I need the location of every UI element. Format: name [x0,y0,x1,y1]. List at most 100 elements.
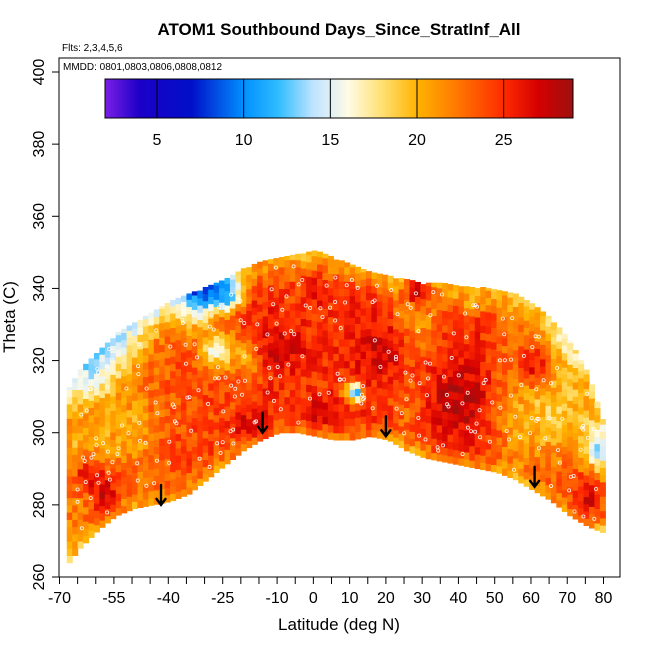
heatmap-cell [164,429,171,438]
colorbar-segment [441,79,444,118]
heatmap-cell [398,303,405,312]
observation-point [513,414,518,419]
heatmap-cell [289,266,296,275]
heatmap-cell [338,302,345,311]
observation-point [591,426,596,431]
heatmap-cell [545,441,552,450]
heatmap-cell [578,399,585,408]
heatmap-cell [545,484,552,493]
heatmap-cell [88,429,95,437]
heatmap-cell [480,375,487,384]
observation-point [136,342,141,347]
heatmap-cell [300,253,307,262]
heatmap-cell [278,411,285,419]
heatmap-cell [414,447,421,456]
heatmap-cell [572,504,579,513]
heatmap-cell [480,397,487,406]
heatmap-cell [197,391,204,400]
heatmap-cell [186,414,193,423]
heatmap-cell [153,395,160,404]
heatmap-cell [316,343,324,352]
heatmap-cell [104,457,111,466]
heatmap-cell [452,305,460,314]
colorbar-segment [291,79,294,118]
heatmap-cell [447,304,454,313]
heatmap-cell [474,454,481,462]
heatmap-cell [567,429,574,437]
heatmap-cell [436,359,443,368]
heatmap-cell [496,386,503,395]
heatmap-cell [235,332,242,341]
heatmap-cell [360,380,367,388]
heatmap-cell [191,446,198,455]
colorbar-segment [445,79,448,118]
colorbar-segment [381,79,384,118]
heatmap-cell [561,453,568,462]
heatmap-cell [191,482,198,491]
observation-point [508,393,513,398]
heatmap-cell [72,483,79,492]
heatmap-cell [545,434,552,442]
colorbar-segment [147,79,150,118]
observation-point [138,438,143,443]
heatmap-cell [284,418,291,427]
heatmap-cell [77,512,84,520]
heatmap-cell [88,494,95,502]
heatmap-cell [523,327,530,336]
heatmap-cell [99,447,106,456]
heatmap-cell [360,416,367,424]
heatmap-cell [583,474,590,483]
colorbar-segment [477,79,480,118]
colorbar-segment [555,79,558,118]
heatmap-cell [159,322,166,331]
heatmap-cell [572,511,579,520]
observation-point [342,377,347,382]
heatmap-cell [268,313,275,322]
heatmap-cell [159,452,166,461]
heatmap-cell [219,403,226,411]
heatmap-cell [376,273,383,281]
observation-point [547,416,552,421]
heatmap-cell [523,406,530,415]
heatmap-cell [132,450,139,459]
observation-point [300,277,305,282]
heatmap-cell [148,483,155,492]
heatmap-cell [485,290,492,299]
heatmap-cell [159,306,166,309]
heatmap-cell [289,254,296,261]
heatmap-cell [289,396,296,405]
heatmap-cell [186,429,193,437]
heatmap-cell [491,421,498,429]
colorbar-segment [235,79,238,118]
heatmap-cell [110,359,117,368]
heatmap-cell [382,403,389,411]
heatmap-cell [393,299,400,308]
observation-point [154,328,159,333]
heatmap-cell [567,421,574,430]
heatmap-cell [442,317,449,326]
colorbar-segment [559,79,562,118]
heatmap-cell [219,460,226,469]
heatmap-cell [175,368,182,377]
heatmap-cell [284,295,291,304]
heatmap-cell [306,420,313,429]
heatmap-cell [512,299,519,308]
heatmap-cell [474,425,481,433]
heatmap-cell [344,338,351,347]
heatmap-cell [567,457,574,466]
colorbar-segment [531,79,534,118]
heatmap-cell [262,286,269,295]
heatmap-cell [121,375,128,384]
heatmap-cell [501,294,508,303]
observation-point [423,437,428,442]
heatmap-cell [436,403,443,411]
heatmap-cell [180,395,188,404]
heatmap-cell [480,426,487,435]
observation-point [571,473,576,478]
heatmap-cell [431,430,438,439]
colorbar-segment [115,79,118,118]
y-tick-label: 300 [31,419,48,446]
heatmap-cell [191,453,198,462]
heatmap-cell [132,378,139,387]
observation-point [271,302,276,307]
